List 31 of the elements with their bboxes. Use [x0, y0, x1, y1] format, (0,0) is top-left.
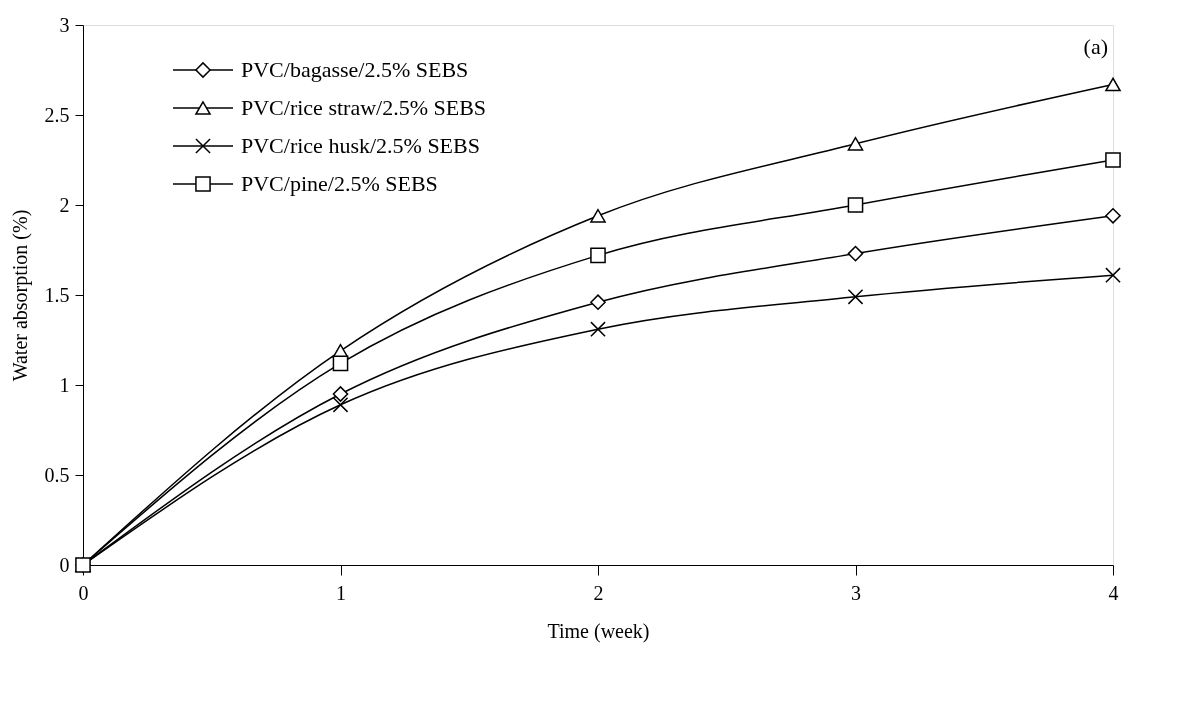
y-tick-label: 1.5 — [44, 283, 70, 306]
legend-label: PVC/pine/2.5% SEBS — [241, 171, 438, 196]
point — [1105, 152, 1121, 168]
legend-label: PVC/rice straw/2.5% SEBS — [241, 95, 487, 120]
y-tick-label: 1 — [59, 373, 70, 396]
x-tick-label: 1 — [336, 581, 346, 604]
point — [590, 208, 606, 223]
y-axis-title: Water absorption (%) — [8, 209, 32, 382]
annotation: (a) — [1083, 34, 1108, 59]
x-axis-title: Time (week) — [547, 619, 650, 643]
legend-label: PVC/bagasse/2.5% SEBS — [241, 57, 469, 82]
point — [332, 355, 349, 372]
point — [332, 386, 349, 402]
point — [1105, 267, 1121, 284]
x-tick-label: 2 — [593, 581, 604, 604]
x-tick-label: 0 — [78, 581, 89, 604]
point — [847, 197, 864, 213]
x-tick-label: 4 — [1108, 581, 1119, 604]
point — [332, 396, 349, 413]
y-tick-label: 0.5 — [44, 463, 70, 486]
point — [1105, 77, 1121, 92]
y-tick-label: 0 — [59, 553, 70, 576]
y-tick-label: 2 — [59, 193, 70, 216]
legend-label: PVC/rice husk/2.5% SEBS — [241, 133, 480, 158]
point — [590, 321, 606, 338]
y-tick-label: 2.5 — [44, 103, 70, 126]
point — [847, 288, 864, 305]
x-tick-label: 3 — [851, 581, 861, 604]
point — [590, 247, 606, 264]
y-tick-label: 3 — [59, 13, 70, 36]
point — [847, 136, 864, 151]
